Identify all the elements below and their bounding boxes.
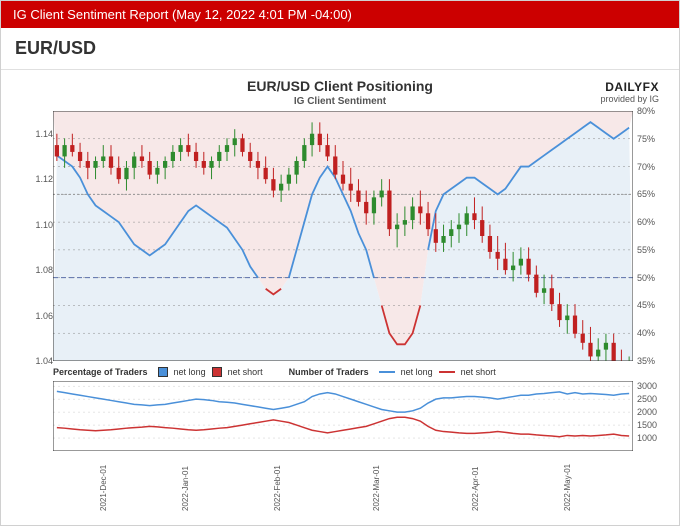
y-right-tick: 65% [637, 189, 655, 199]
sub-y-tick: 1500 [637, 420, 657, 430]
y-right-tick: 75% [637, 134, 655, 144]
y-right-tick: 60% [637, 217, 655, 227]
y-left-tick: 1.12 [35, 174, 53, 184]
sub-y-tick: 2500 [637, 394, 657, 404]
legend-label: net short [228, 367, 263, 377]
x-axis-ticks: 2021-Dec-01 2022-Jan-01 2022-Feb-01 2022-Ma… [53, 451, 637, 521]
legend-label: net long [401, 367, 433, 377]
sub-y-tick: 3000 [637, 381, 657, 391]
sub-y-tick: 1000 [637, 433, 657, 443]
x-tick-label: 2022-Jan-01 [181, 466, 190, 511]
legend-label: net long [174, 367, 206, 377]
sub-y-tick: 2000 [637, 407, 657, 417]
x-tick-label: 2021-Dec-01 [99, 465, 108, 511]
legend-line [439, 371, 455, 373]
logo-box: DAILYFX provided by IG [600, 80, 659, 104]
x-tick-label: 2022-Apr-01 [471, 467, 480, 511]
y-right-tick: 80% [637, 106, 655, 116]
legend-num-title: Number of Traders [289, 367, 369, 377]
x-tick-label: 2022-Feb-01 [273, 465, 282, 511]
logo-main: DAILYFX [600, 80, 659, 94]
y-left-tick: 1.06 [35, 311, 53, 321]
x-tick-label: 2022-May-01 [563, 464, 572, 511]
header-bar: IG Client Sentiment Report (May 12, 2022… [1, 1, 679, 28]
legend-swatch [158, 367, 168, 377]
y-right-tick: 55% [637, 245, 655, 255]
legend-row: Percentage of Traders net long net short Nu… [53, 367, 637, 377]
y-left-tick: 1.08 [35, 265, 53, 275]
logo-sub: provided by IG [600, 94, 659, 104]
y-right-tick: 40% [637, 328, 655, 338]
legend-swatch [212, 367, 222, 377]
chart-subtitle: IG Client Sentiment [13, 96, 667, 107]
y-right-tick: 35% [637, 356, 655, 366]
y-right-tick: 70% [637, 162, 655, 172]
y-right-tick: 45% [637, 300, 655, 310]
sub-chart: 10001500200025003000 [53, 381, 637, 451]
x-tick-label: 2022-Mar-01 [372, 465, 381, 511]
currency-pair-title: EUR/USD [1, 28, 679, 70]
y-left-tick: 1.10 [35, 220, 53, 230]
legend-label: net short [461, 367, 496, 377]
y-right-tick: 50% [637, 273, 655, 283]
legend-line [379, 371, 395, 373]
chart-title: EUR/USD Client Positioning [13, 78, 667, 94]
main-chart: 1.041.061.081.101.121.1435%40%45%50%55%6… [53, 111, 637, 361]
y-left-tick: 1.04 [35, 356, 53, 366]
header-title: IG Client Sentiment Report (May 12, 2022… [13, 7, 352, 22]
chart-area: DAILYFX provided by IG EUR/USD Client Po… [1, 70, 679, 525]
legend-pct-title: Percentage of Traders [53, 367, 148, 377]
report-container: IG Client Sentiment Report (May 12, 2022… [0, 0, 680, 526]
y-left-tick: 1.14 [35, 129, 53, 139]
